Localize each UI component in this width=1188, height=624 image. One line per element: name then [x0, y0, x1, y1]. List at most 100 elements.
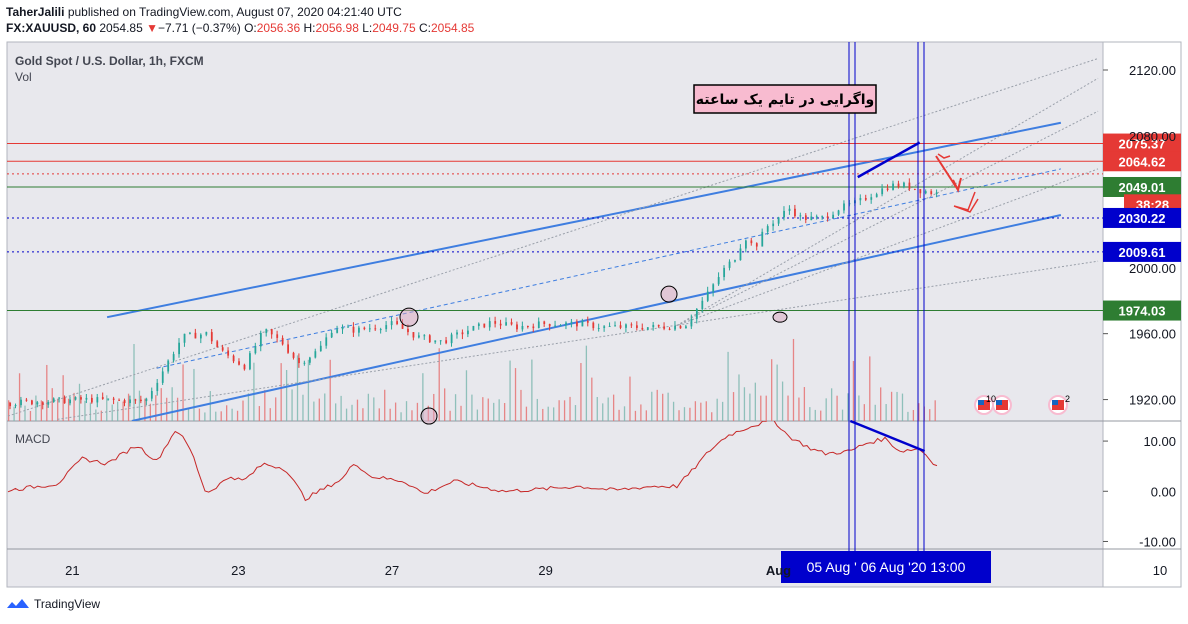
candle-body [390, 321, 393, 326]
volume-bar [296, 355, 299, 421]
candle-body [189, 332, 191, 334]
horizontal-levels[interactable] [7, 143, 1103, 312]
volume-bar [384, 389, 386, 421]
volume-bar [127, 393, 130, 421]
candle-body [919, 189, 922, 194]
volume-bar [193, 368, 195, 421]
volume-bar [187, 408, 190, 421]
candle-body [456, 332, 458, 335]
candle-body [706, 291, 709, 301]
arrow-tail [937, 153, 951, 159]
volume-bar [509, 360, 511, 421]
author-name[interactable]: TaherJalili [6, 5, 65, 19]
volume-bar [683, 407, 686, 421]
down-arrow-icon [953, 191, 979, 213]
volume-bar [520, 389, 522, 421]
volume-bar [220, 411, 222, 421]
volume-bar [340, 395, 342, 421]
candle-body [723, 267, 726, 278]
candle-body [886, 188, 889, 190]
candle-body [821, 216, 824, 218]
candle-body [63, 397, 66, 404]
candle-body [875, 194, 878, 198]
volume-bar [264, 390, 266, 421]
candle-body [499, 323, 502, 326]
volume-bar [569, 396, 571, 421]
tradingview-brand[interactable]: TradingView [34, 597, 101, 611]
candle-body [385, 325, 388, 330]
outer-channel-upper [7, 58, 1099, 417]
candle-body [761, 231, 764, 247]
candle-body [510, 322, 513, 325]
volume-bar [89, 402, 92, 421]
volume-bar [781, 381, 784, 421]
candle-body [488, 321, 491, 328]
candle-body [238, 361, 240, 365]
volume-bar [204, 412, 206, 421]
candle-body [783, 210, 785, 218]
volume-bar [367, 393, 370, 421]
candle-body [265, 329, 268, 334]
chart-pane[interactable] [6, 41, 1104, 588]
volume-bar [809, 407, 811, 421]
candle-body [892, 183, 894, 190]
candle-body [576, 321, 578, 327]
volume-bar [542, 408, 544, 421]
volume-bar [798, 397, 800, 421]
candle-body [418, 335, 420, 338]
candle-body [521, 325, 524, 330]
volume-bar [672, 401, 675, 421]
volume-bar [514, 368, 517, 421]
volume-bar [307, 359, 310, 421]
time-tick-label: Aug [766, 563, 791, 578]
price-level-tag [1103, 176, 1181, 197]
candle-body [347, 326, 349, 328]
volume-bar [711, 412, 713, 421]
candle-body [799, 215, 802, 217]
volume-bar [623, 406, 626, 421]
time-tick-label: 10 [1153, 563, 1167, 578]
candle-body [859, 197, 862, 201]
volume-bar [738, 374, 740, 421]
volume-bar [144, 398, 146, 421]
candle-body [810, 216, 813, 220]
macd-series [7, 421, 938, 502]
channel-midline [156, 168, 1061, 369]
candle-body [608, 326, 611, 328]
candle-body [674, 325, 676, 330]
volume-bar [8, 400, 10, 421]
candle-body [646, 327, 649, 330]
price-tick-label: 2000.00 [1129, 261, 1176, 276]
price-level-tag [1103, 207, 1181, 228]
volume-bar [40, 400, 43, 421]
candle-body [472, 326, 475, 331]
price-level-tag-label: 2075.37 [1119, 137, 1166, 152]
volume-bar [285, 370, 288, 421]
volume-bar [67, 398, 70, 421]
candle-body [445, 340, 448, 344]
vertical-markers [848, 42, 925, 552]
low-value: 2049.75 [372, 21, 416, 35]
volume-bar [345, 408, 348, 421]
pivot-marker [420, 407, 438, 425]
candle-body [134, 399, 137, 401]
candle-body [772, 223, 775, 227]
candle-body [172, 354, 175, 361]
candle-body [543, 321, 546, 325]
volume-bar [176, 397, 179, 421]
volume-bar [280, 363, 282, 421]
drawings[interactable]: 10 22075.372064.622049.0138:282030.222009… [399, 133, 1181, 583]
volume-bar [324, 393, 326, 421]
down-arrow-icon [935, 155, 962, 193]
volume-bar [531, 359, 533, 421]
candle-body [423, 335, 426, 337]
volume-bar [869, 356, 871, 421]
candle-body [657, 324, 660, 327]
macd-tick-label: -10.00 [1139, 534, 1176, 549]
volume-bar [629, 376, 631, 421]
divergence-note-box[interactable] [693, 84, 877, 114]
volume-bar [454, 394, 457, 421]
volume-bar [814, 409, 816, 421]
volume-bar [885, 404, 887, 421]
